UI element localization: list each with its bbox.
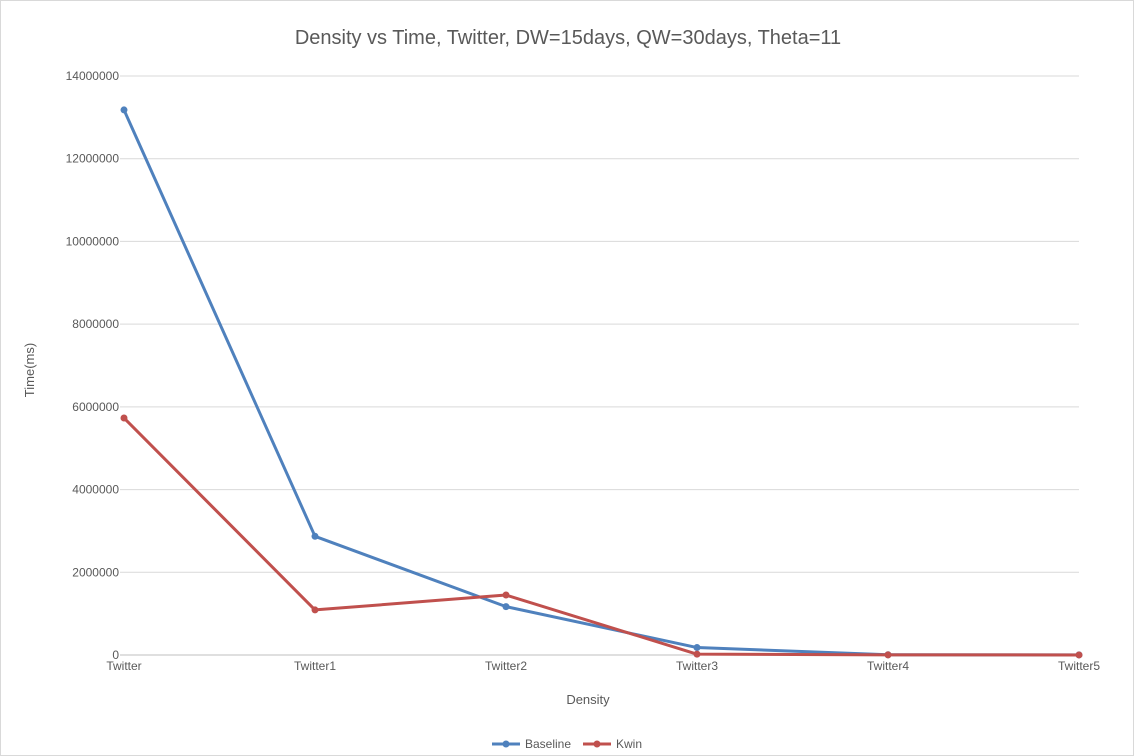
y-axis-title: Time(ms)	[22, 343, 37, 397]
legend-label: Kwin	[616, 737, 642, 751]
y-tick-label: 0	[112, 648, 119, 662]
series-baseline	[120, 106, 1083, 659]
x-tick-label: Twitter3	[676, 659, 718, 673]
x-tick-label: Twitter	[106, 659, 141, 673]
data-point	[693, 650, 701, 658]
y-tick-label: 14000000	[66, 69, 120, 83]
series-kwin	[120, 414, 1083, 659]
legend-item: Baseline	[492, 737, 571, 751]
y-tick-label: 10000000	[66, 234, 120, 248]
x-axis-title: Density	[566, 692, 610, 707]
data-point	[884, 651, 892, 659]
data-point	[502, 603, 510, 611]
x-tick-label: Twitter2	[485, 659, 527, 673]
x-tick-label: Twitter4	[867, 659, 909, 673]
x-axis-ticks: Twitter Twitter1 Twitter2 Twitter3 Twitter4 T…	[106, 659, 1100, 673]
legend-label: Baseline	[525, 737, 571, 751]
y-tick-label: 4000000	[72, 483, 119, 497]
data-point	[502, 591, 510, 599]
series-lines	[120, 106, 1083, 659]
data-point	[120, 106, 128, 114]
data-point	[693, 644, 701, 652]
chart-title: Density vs Time, Twitter, DW=15days, QW=…	[295, 27, 841, 49]
y-tick-label: 6000000	[72, 400, 119, 414]
data-point	[1075, 651, 1083, 659]
gridlines	[120, 75, 1079, 656]
y-tick-label: 8000000	[72, 317, 119, 331]
y-axis-ticks: 0 2000000 4000000 6000000 8000000 10000000 120…	[66, 69, 120, 662]
series-line	[122, 416, 1081, 657]
y-tick-label: 12000000	[66, 152, 120, 166]
data-point	[311, 532, 319, 540]
y-tick-label: 2000000	[72, 565, 119, 579]
legend-item: Kwin	[583, 737, 642, 751]
data-point	[120, 414, 128, 422]
legend: Baseline Kwin	[492, 737, 642, 751]
series-line	[122, 108, 1081, 657]
x-tick-label: Twitter5	[1058, 659, 1100, 673]
legend-swatch-marker	[502, 740, 510, 748]
data-point	[311, 606, 319, 614]
legend-swatch-marker	[593, 740, 601, 748]
x-tick-label: Twitter1	[294, 659, 336, 673]
